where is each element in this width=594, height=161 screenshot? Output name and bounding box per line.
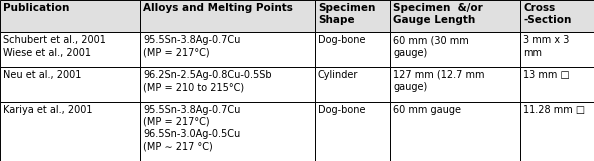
Bar	[520, 32, 594, 67]
Bar	[315, 0, 390, 32]
Text: 13 mm □: 13 mm □	[523, 70, 570, 80]
Text: Dog-bone: Dog-bone	[318, 105, 365, 115]
Text: 127 mm (12.7 mm
gauge): 127 mm (12.7 mm gauge)	[393, 70, 485, 92]
Text: 96.2Sn-2.5Ag-0.8Cu-0.5Sb
(MP = 210 to 215°C): 96.2Sn-2.5Ag-0.8Cu-0.5Sb (MP = 210 to 21…	[143, 70, 271, 92]
Text: Schubert et al., 2001
Wiese et al., 2001: Schubert et al., 2001 Wiese et al., 2001	[3, 35, 106, 58]
Text: 3 mm x 3
mm: 3 mm x 3 mm	[523, 35, 570, 58]
Bar	[140, 32, 315, 67]
Text: 60 mm gauge: 60 mm gauge	[393, 105, 461, 115]
Bar	[0, 32, 140, 67]
Text: Publication: Publication	[3, 3, 69, 13]
Bar	[140, 67, 315, 102]
Text: 95.5Sn-3.8Ag-0.7Cu
(MP = 217°C): 95.5Sn-3.8Ag-0.7Cu (MP = 217°C)	[143, 35, 241, 58]
Bar	[315, 32, 390, 67]
Text: Dog-bone: Dog-bone	[318, 35, 365, 45]
Bar	[0, 67, 140, 102]
Bar	[390, 102, 520, 161]
Text: 60 mm (30 mm
gauge): 60 mm (30 mm gauge)	[393, 35, 469, 58]
Bar	[315, 102, 390, 161]
Text: 95.5Sn-3.8Ag-0.7Cu
(MP = 217°C)
96.5Sn-3.0Ag-0.5Cu
(MP ∼ 217 °C): 95.5Sn-3.8Ag-0.7Cu (MP = 217°C) 96.5Sn-3…	[143, 105, 241, 152]
Text: Specimen
Shape: Specimen Shape	[318, 3, 375, 25]
Bar	[390, 32, 520, 67]
Bar	[0, 0, 140, 32]
Bar	[390, 67, 520, 102]
Bar	[140, 0, 315, 32]
Text: Alloys and Melting Points: Alloys and Melting Points	[143, 3, 293, 13]
Bar	[390, 0, 520, 32]
Bar	[0, 102, 140, 161]
Bar	[520, 67, 594, 102]
Text: Neu et al., 2001: Neu et al., 2001	[3, 70, 81, 80]
Bar	[520, 102, 594, 161]
Text: Specimen  &/or
Gauge Length: Specimen &/or Gauge Length	[393, 3, 483, 25]
Bar	[140, 102, 315, 161]
Text: Cross
-Section: Cross -Section	[523, 3, 571, 25]
Bar	[520, 0, 594, 32]
Text: 11.28 mm □: 11.28 mm □	[523, 105, 585, 115]
Text: Kariya et al., 2001: Kariya et al., 2001	[3, 105, 93, 115]
Text: Cylinder: Cylinder	[318, 70, 358, 80]
Bar	[315, 67, 390, 102]
